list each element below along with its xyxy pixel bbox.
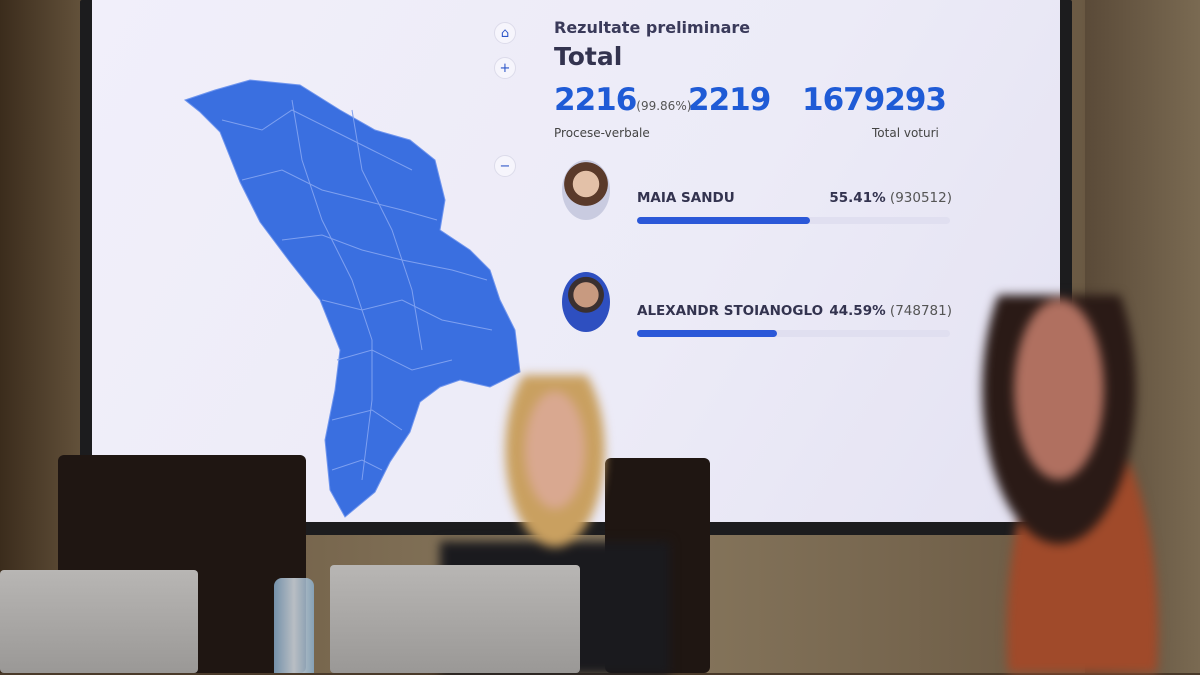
total-votes: 1679293 xyxy=(802,82,947,118)
tv-frame: ⌂ + − Rezultate preliminare Total 2216(9… xyxy=(80,0,1072,535)
laptop xyxy=(330,565,580,673)
vote-bar-fill xyxy=(637,330,777,337)
person-right xyxy=(965,295,1200,673)
vote-bar xyxy=(637,330,950,337)
water-bottle xyxy=(274,578,314,673)
zoom-out-button[interactable]: − xyxy=(494,155,516,177)
vote-bar xyxy=(637,217,950,224)
reported-percent: (99.86%) xyxy=(636,99,692,113)
results-screen: ⌂ + − Rezultate preliminare Total 2216(9… xyxy=(92,0,1060,522)
candidate-photo xyxy=(562,272,610,332)
candidate-result: 55.41% (930512) xyxy=(829,190,952,206)
candidate-name: MAIA SANDU xyxy=(637,190,735,206)
reported-count: 2216(99.86%) xyxy=(554,82,692,118)
total-reports: 2219 xyxy=(688,82,771,118)
vote-bar-fill xyxy=(637,217,811,224)
candidate-result: 44.59% (748781) xyxy=(829,303,952,319)
reports-label: Procese-verbale xyxy=(554,126,650,140)
candidate-name: ALEXANDR STOIANOGLO xyxy=(637,303,824,319)
district-borders xyxy=(221,99,493,481)
zoom-in-button[interactable]: + xyxy=(494,57,516,79)
laptop xyxy=(0,570,198,673)
title: Total xyxy=(554,42,623,71)
votes-label: Total voturi xyxy=(872,126,939,140)
candidate-photo xyxy=(562,160,610,220)
home-icon[interactable]: ⌂ xyxy=(494,22,516,44)
subtitle: Rezultate preliminare xyxy=(554,18,751,37)
